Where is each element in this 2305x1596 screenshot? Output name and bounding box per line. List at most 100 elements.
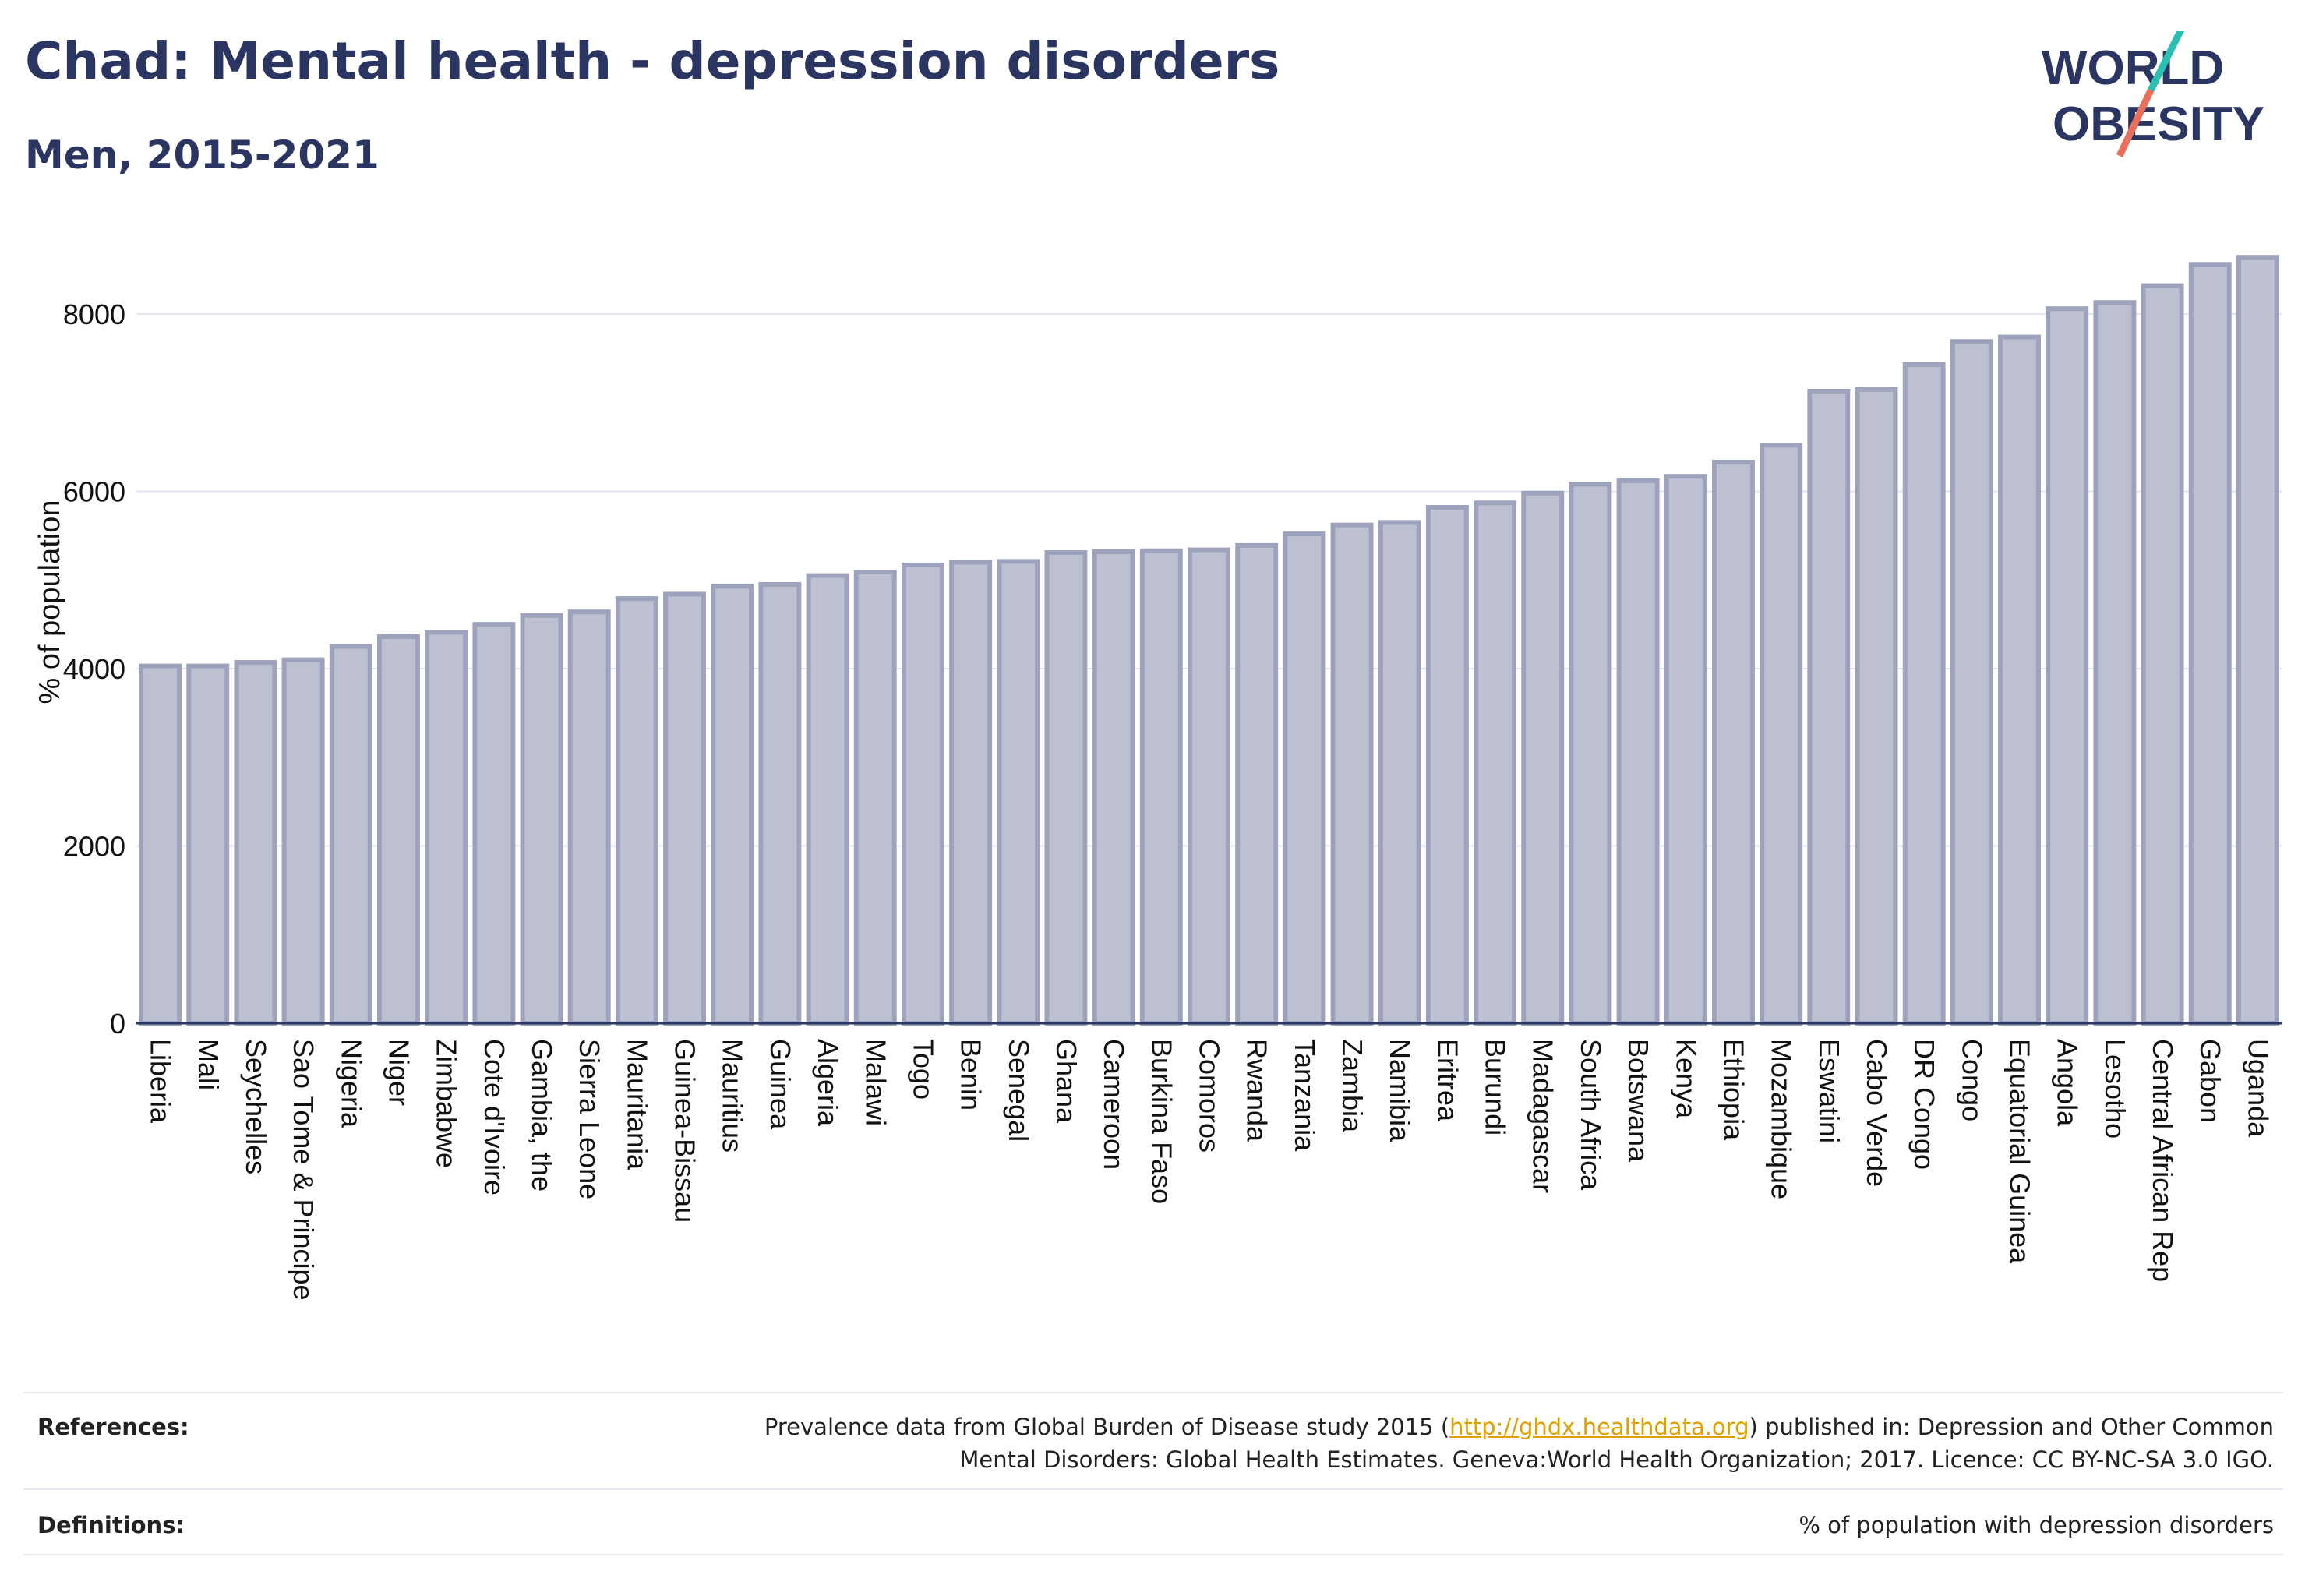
bar-ghana (1044, 549, 1088, 1026)
x-tick-label: Togo (907, 1039, 939, 1100)
logo-slash-bottom (2116, 89, 2155, 157)
bar-uganda (2236, 255, 2279, 1026)
footer-divider-middle (23, 1488, 2283, 1490)
x-tick-label: Lesotho (2099, 1039, 2131, 1139)
bar-togo (901, 562, 944, 1026)
x-tick-label: Seychelles (240, 1039, 272, 1174)
bar-namibia (1378, 520, 1421, 1026)
references-text: Prevalence data from Global Burden of Di… (764, 1411, 2274, 1476)
bar-equatorial-guinea (1998, 334, 2041, 1026)
logo-slash-top (2147, 31, 2185, 93)
bar-seychelles (234, 660, 277, 1026)
x-tick-label: DR Congo (1908, 1039, 1940, 1170)
bar-dr-congo (1902, 362, 1946, 1026)
bar-burundi (1474, 500, 1517, 1026)
x-tick-label: Senegal (1003, 1039, 1035, 1142)
bar-mauritius (711, 584, 754, 1026)
x-tick-label: Gambia, the (526, 1039, 558, 1192)
x-tick-label: Algeria (812, 1039, 844, 1127)
x-tick-label: Eswatini (1813, 1039, 1845, 1143)
bars (139, 255, 2279, 1026)
x-tick-label: Namibia (1384, 1039, 1416, 1142)
bar-sao-tome-principe (281, 657, 325, 1026)
bar-benin (949, 560, 993, 1026)
x-tick-label: Malawi (860, 1039, 891, 1126)
bar-guinea (758, 581, 802, 1026)
bar-kenya (1664, 474, 1707, 1026)
definitions-text: % of population with depression disorder… (1798, 1512, 2274, 1538)
bar-tanzania (1283, 531, 1326, 1026)
x-tick-label: Guinea (764, 1039, 796, 1130)
bar-central-african-rep (2141, 283, 2184, 1026)
definitions-section: Definitions: % of population with depres… (23, 1509, 2283, 1548)
x-tick-label: Comoros (1194, 1039, 1226, 1153)
bar-gambia-the (520, 613, 563, 1026)
world-obesity-logo: WORLD OBESITY (2042, 31, 2264, 157)
bar-gabon (2188, 262, 2232, 1026)
x-tick-label: South Africa (1575, 1039, 1607, 1191)
x-tick-label: Botswana (1622, 1039, 1654, 1163)
x-tick-label: Tanzania (1289, 1039, 1321, 1152)
y-axis-ticks: 0 2000 4000 6000 8000 (63, 298, 125, 1040)
bar-cabo-verde (1855, 387, 1898, 1026)
bar-angola (2046, 306, 2089, 1026)
bar-niger (377, 634, 420, 1026)
x-tick-label: Burundi (1480, 1039, 1512, 1135)
x-tick-label: Angola (2052, 1039, 2084, 1127)
bar-zimbabwe (425, 630, 468, 1026)
y-axis-label: % of population (34, 500, 66, 704)
x-tick-label: Mauritius (717, 1039, 749, 1153)
x-tick-label: Central African Rep (2147, 1039, 2179, 1282)
bar-cote-d-ivoire (472, 622, 516, 1026)
references-link[interactable]: http://ghdx.healthdata.org (1449, 1414, 1749, 1440)
y-tick-label: 4000 (63, 653, 125, 685)
bar-ethiopia (1711, 459, 1755, 1026)
bar-eritrea (1425, 504, 1469, 1026)
y-tick-label: 0 (110, 1008, 125, 1040)
bar-chart: 0 2000 4000 6000 8000 Liberia Mali Seychelles S… (34, 255, 2282, 1301)
definitions-label: Definitions: (37, 1512, 185, 1538)
references-before: Prevalence data from Global Burden of Di… (764, 1414, 1450, 1440)
x-tick-label: Sao Tome & Principe (288, 1039, 319, 1301)
x-tick-label: Kenya (1670, 1039, 1702, 1119)
x-tick-label: Congo (1956, 1039, 1988, 1121)
x-axis-ticks: Liberia Mali Seychelles Sao Tome & Principe… (145, 1039, 2275, 1301)
references-section: References: Prevalence data from Global … (23, 1411, 2283, 1496)
bar-zambia (1330, 522, 1374, 1026)
references-after: ) published in: Depression and Other Com… (1749, 1414, 2275, 1440)
bar-south-africa (1569, 482, 1612, 1026)
x-tick-label: Guinea-Bissau (669, 1039, 701, 1223)
x-tick-label: Benin (955, 1039, 987, 1110)
chart-title: Chad: Mental health - depression disorde… (25, 31, 1280, 91)
x-tick-label: Cameroon (1098, 1039, 1130, 1170)
bar-mauritania (615, 596, 658, 1026)
x-tick-label: Zambia (1336, 1039, 1368, 1133)
bar-senegal (997, 559, 1040, 1026)
bar-sierra-leone (567, 609, 611, 1026)
footer-divider-bottom (23, 1554, 2283, 1555)
x-tick-label: Mauritania (621, 1039, 653, 1171)
logo-line1: WORLD (2042, 41, 2224, 95)
y-tick-label: 8000 (63, 298, 125, 330)
footer-divider-top (23, 1392, 2283, 1393)
chart-subtitle: Men, 2015-2021 (25, 132, 379, 178)
x-tick-label: Rwanda (1241, 1039, 1273, 1142)
bar-guinea-bissau (663, 591, 707, 1026)
references-line2: Mental Disorders: Global Health Estimate… (959, 1446, 2274, 1473)
bar-botswana (1616, 478, 1660, 1026)
bar-lesotho (2093, 300, 2137, 1026)
bar-cameroon (1092, 549, 1135, 1026)
bar-liberia (139, 663, 182, 1026)
bar-mozambique (1760, 443, 1803, 1026)
bar-congo (1950, 339, 1993, 1026)
x-tick-label: Equatorial Guinea (2004, 1039, 2036, 1264)
x-tick-label: Madagascar (1527, 1039, 1559, 1193)
bar-madagascar (1521, 490, 1565, 1026)
logo-line2: OBESITY (2053, 97, 2264, 151)
x-tick-label: Mozambique (1766, 1039, 1798, 1199)
x-tick-label: Cabo Verde (1861, 1039, 1893, 1187)
bar-nigeria (329, 644, 372, 1026)
x-tick-label: Uganda (2242, 1039, 2274, 1138)
references-label: References: (37, 1414, 189, 1440)
x-tick-label: Mali (192, 1039, 224, 1090)
